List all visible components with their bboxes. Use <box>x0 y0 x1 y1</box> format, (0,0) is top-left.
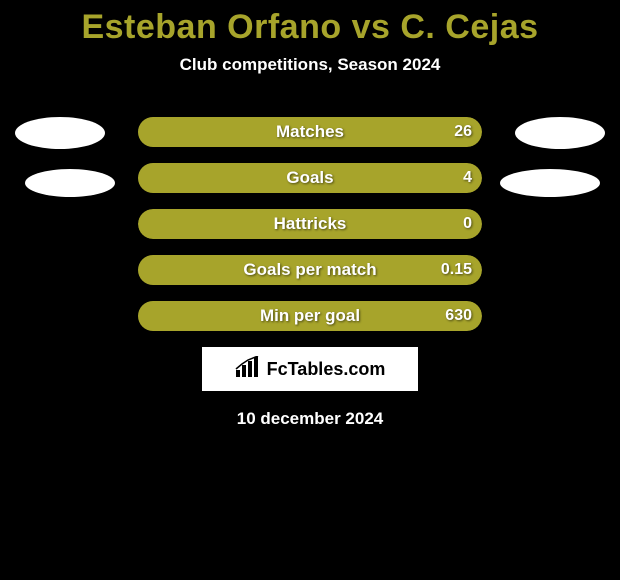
bar-value-right: 0.15 <box>441 261 472 279</box>
bar-value-right: 26 <box>454 123 472 141</box>
bar-value-right: 630 <box>445 307 472 325</box>
comparison-content: Matches 26 Goals 4 Hattricks 0 Goals per… <box>0 117 620 429</box>
avatar-left-1 <box>15 117 105 149</box>
comparison-bars: Matches 26 Goals 4 Hattricks 0 Goals per… <box>138 117 482 331</box>
bar-label: Goals per match <box>243 260 376 280</box>
date-text: 10 december 2024 <box>0 409 620 429</box>
bar-value-right: 4 <box>463 169 472 187</box>
bar-row-matches: Matches 26 <box>138 117 482 147</box>
subtitle: Club competitions, Season 2024 <box>0 55 620 75</box>
bar-row-goals: Goals 4 <box>138 163 482 193</box>
bar-label: Goals <box>286 168 333 188</box>
bar-label: Min per goal <box>260 306 360 326</box>
avatar-right-1 <box>515 117 605 149</box>
bar-row-hattricks: Hattricks 0 <box>138 209 482 239</box>
bar-value-right: 0 <box>463 215 472 233</box>
title-player1: Esteban Orfano <box>81 8 341 46</box>
bar-label: Matches <box>276 122 344 142</box>
avatar-right-2 <box>500 169 600 197</box>
bar-row-min-per-goal: Min per goal 630 <box>138 301 482 331</box>
bar-label: Hattricks <box>274 214 347 234</box>
bar-chart-icon <box>235 356 261 383</box>
title-vs: vs <box>352 8 391 46</box>
page-title: Esteban Orfano vs C. Cejas <box>0 0 620 47</box>
title-player2: C. Cejas <box>400 8 538 46</box>
bar-row-goals-per-match: Goals per match 0.15 <box>138 255 482 285</box>
branding-box[interactable]: FcTables.com <box>202 347 418 391</box>
branding-text: FcTables.com <box>267 359 386 380</box>
avatar-left-2 <box>25 169 115 197</box>
